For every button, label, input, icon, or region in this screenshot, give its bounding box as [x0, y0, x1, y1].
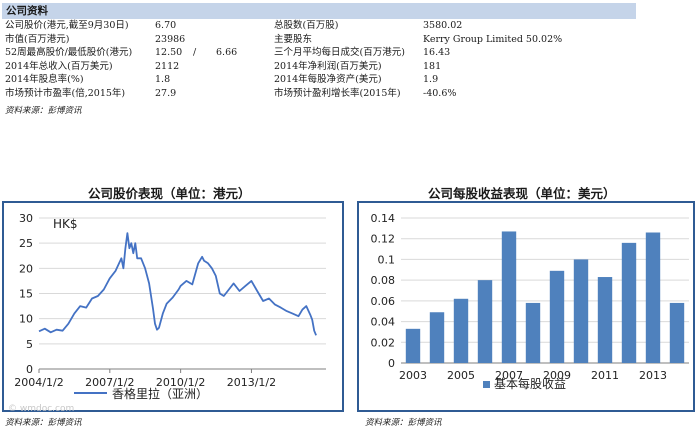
- info-row: 公司股价(港元,截至9月30日) 6.70 总股数(百万股) 3580.02: [0, 19, 640, 33]
- eps-bar: [597, 277, 613, 363]
- eps-chart-panel: 0 0.02 0.04 0.06 0.08 0.1 0.12 0.14 2003 2005 2007…: [357, 201, 695, 412]
- info-value: 23986: [155, 33, 186, 45]
- x-tick-label: 2007: [495, 369, 523, 382]
- x-tick-label: 2004/1/2: [14, 376, 63, 389]
- info-row: 2014年总收入(百万美元) 2112 2014年净利润(百万美元) 181: [0, 60, 640, 74]
- y-tick-label: 25: [19, 237, 33, 250]
- eps-bar: [573, 259, 589, 363]
- info-row: 52周最高股价/最低股价(港元) 12.50 / 6.66 三个月平均每日成交(…: [0, 46, 640, 60]
- info-value: 1.9: [423, 74, 439, 86]
- legend-label: 基本每股收益: [494, 376, 566, 391]
- eps-bar: [549, 270, 565, 363]
- y-tick-label: 0.04: [371, 316, 396, 329]
- price-chart: 0 5 10 15 20 25 30 2004/1/2 2007/1/2 2010/1/2 2013…: [14, 212, 326, 401]
- eps-bar: [621, 242, 637, 363]
- info-value: 3580.02: [423, 20, 463, 31]
- info-label: 市场预计市盈率(倍,2015年): [5, 87, 126, 99]
- unit-label: HK$: [53, 217, 78, 231]
- y-tick-label: 0.1: [378, 253, 396, 266]
- info-label: 总股数(百万股): [274, 20, 339, 31]
- info-value: Kerry Group Limited 50.02%: [423, 33, 563, 45]
- info-value: 27.9: [155, 87, 177, 99]
- info-label: 2014年股息率(%): [5, 74, 84, 86]
- eps-bar: [429, 312, 445, 363]
- info-label: 52周最高股价/最低股价(港元): [5, 47, 133, 59]
- y-tick-label: 0.12: [371, 233, 396, 246]
- eps-bar: [501, 231, 517, 363]
- x-tick-label: 2013: [639, 369, 667, 382]
- info-label: 公司股价(港元,截至9月30日): [5, 20, 129, 31]
- eps-bar: [525, 302, 541, 363]
- y-tick-label: 30: [19, 212, 33, 225]
- x-tick-label: 2003: [399, 369, 427, 382]
- info-value: 181: [423, 60, 442, 72]
- company-info-table: 公司股价(港元,截至9月30日) 6.70 总股数(百万股) 3580.02 市…: [0, 19, 640, 101]
- eps-chart-source: 资料来源：彭博资讯: [365, 418, 442, 428]
- y-tick-label: 0: [388, 357, 395, 370]
- eps-chart-title: 公司每股收益表现（单位：美元）: [428, 186, 616, 201]
- y-tick-label: 20: [19, 262, 33, 275]
- info-value: 16.43: [423, 47, 451, 59]
- y-tick-label: 0.02: [371, 336, 396, 349]
- eps-bar: [669, 302, 685, 363]
- company-info-header: 公司资料: [2, 3, 636, 19]
- info-source-note: 资料来源：彭博资讯: [5, 106, 82, 116]
- y-tick-label: 10: [19, 313, 33, 326]
- info-value: 6.70: [155, 20, 177, 31]
- x-tick-label: 2011: [591, 369, 619, 382]
- x-tick-label: 2007/1/2: [85, 376, 134, 389]
- x-tick-label: 2009: [543, 369, 571, 382]
- x-tick-label: 2010/1/2: [156, 376, 205, 389]
- y-tick-label: 0.06: [371, 295, 396, 308]
- x-tick-label: 2005: [447, 369, 475, 382]
- info-row: 2014年股息率(%) 1.8 2014年每股净资产(美元) 1.9: [0, 73, 640, 87]
- info-label: 2014年净利润(百万美元): [274, 60, 382, 72]
- info-label: 市值(百万港元): [5, 33, 70, 45]
- info-value: 2112: [155, 60, 180, 72]
- x-tick-label: 2013/1/2: [227, 376, 276, 389]
- info-label: 市场预计盈利增长率(2015年): [274, 87, 401, 99]
- y-tick-label: 0.08: [371, 274, 396, 287]
- info-value: 12.50: [155, 47, 183, 59]
- info-label: 三个月平均每日成交(百万港元): [274, 47, 405, 59]
- y-tick-label: 15: [19, 288, 33, 301]
- eps-chart: 0 0.02 0.04 0.06 0.08 0.1 0.12 0.14 2003 2005 2007…: [371, 212, 689, 391]
- info-label: 2014年每股净资产(美元): [274, 74, 382, 86]
- eps-bar: [645, 232, 661, 363]
- info-row: 市值(百万港元) 23986 主要股东 Kerry Group Limited …: [0, 33, 640, 47]
- info-value: 6.66: [216, 47, 238, 59]
- price-chart-source: 资料来源：彭博资讯: [5, 418, 82, 428]
- eps-bar: [477, 280, 493, 363]
- legend-swatch: [483, 381, 490, 388]
- info-value: -40.6%: [423, 87, 457, 99]
- eps-bar: [453, 298, 469, 363]
- price-chart-panel: 0 5 10 15 20 25 30 2004/1/2 2007/1/2 2010/1/2 2013…: [2, 201, 344, 412]
- watermark: © wmdoc.com: [8, 404, 75, 414]
- y-tick-label: 5: [26, 338, 33, 351]
- price-series-line: [38, 232, 317, 336]
- info-label: 主要股东: [274, 33, 313, 45]
- legend-label: 香格里拉（亚洲）: [112, 386, 208, 401]
- info-separator: /: [193, 47, 197, 59]
- eps-bar: [405, 328, 421, 363]
- info-label: 2014年总收入(百万美元): [5, 60, 113, 72]
- y-tick-label: 0: [26, 363, 33, 376]
- y-tick-label: 0.14: [371, 212, 396, 225]
- info-row: 市场预计市盈率(倍,2015年) 27.9 市场预计盈利增长率(2015年) -…: [0, 87, 640, 101]
- info-value: 1.8: [155, 74, 171, 86]
- price-chart-title: 公司股价表现（单位：港元）: [88, 186, 251, 201]
